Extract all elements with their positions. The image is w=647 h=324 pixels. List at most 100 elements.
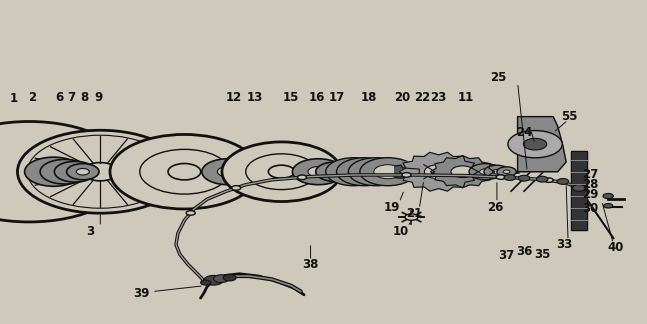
Circle shape [54,161,96,182]
Text: 25: 25 [490,71,507,84]
Text: 12: 12 [226,91,243,104]
Circle shape [76,168,89,175]
Circle shape [496,175,505,179]
Circle shape [402,173,411,177]
Text: 15: 15 [283,91,300,104]
Circle shape [246,154,317,190]
Circle shape [536,176,548,182]
Circle shape [17,130,183,213]
Circle shape [234,168,251,176]
Circle shape [469,164,501,180]
Circle shape [484,165,510,178]
Circle shape [497,167,516,177]
Circle shape [222,161,263,182]
Circle shape [55,167,74,177]
Text: 9: 9 [94,91,102,104]
Circle shape [518,175,530,181]
Text: 40: 40 [608,241,624,254]
Text: 8: 8 [80,91,88,104]
Circle shape [603,193,613,199]
Text: 1: 1 [10,92,18,105]
Text: 35: 35 [534,248,551,261]
Circle shape [298,175,307,179]
Text: 13: 13 [247,91,263,104]
Text: 23: 23 [430,91,447,104]
Text: 26: 26 [487,201,503,214]
Circle shape [544,178,553,182]
Text: 55: 55 [561,110,578,123]
Circle shape [451,166,474,178]
Circle shape [557,179,569,184]
Circle shape [110,134,259,209]
Circle shape [201,280,211,285]
Polygon shape [518,117,566,172]
Text: 2: 2 [28,91,36,104]
Text: 30: 30 [582,202,598,215]
Text: 6: 6 [56,91,63,104]
Circle shape [336,158,393,186]
Polygon shape [395,165,419,178]
Circle shape [351,165,378,179]
Circle shape [214,275,229,283]
Circle shape [374,165,402,179]
Text: 28: 28 [582,178,598,191]
Circle shape [140,149,229,194]
Circle shape [405,214,418,220]
Circle shape [186,211,195,215]
Circle shape [82,163,118,181]
Circle shape [27,135,173,208]
Circle shape [504,175,516,180]
Text: 39: 39 [133,287,149,300]
Circle shape [222,142,341,202]
Text: 10: 10 [393,225,410,238]
Circle shape [223,274,236,281]
Text: 36: 36 [516,245,532,258]
Text: 37: 37 [498,249,514,262]
Text: 27: 27 [582,168,598,181]
Circle shape [424,165,453,179]
Circle shape [316,162,355,181]
Circle shape [604,203,613,208]
Circle shape [360,158,416,186]
Circle shape [67,164,99,180]
Circle shape [42,166,65,178]
Circle shape [362,165,390,179]
Circle shape [573,185,586,191]
Text: 17: 17 [328,91,345,104]
Circle shape [325,158,382,186]
Text: 22: 22 [413,91,430,104]
Circle shape [523,138,547,150]
Text: 29: 29 [582,188,598,201]
Polygon shape [424,165,435,179]
Circle shape [232,186,241,190]
Polygon shape [571,151,587,230]
Circle shape [25,157,83,186]
Circle shape [292,159,344,185]
Text: 33: 33 [556,238,573,251]
Circle shape [340,165,367,179]
Text: 16: 16 [309,91,325,104]
Circle shape [269,165,294,178]
Circle shape [17,166,41,178]
Circle shape [479,169,491,175]
Text: 7: 7 [67,91,75,104]
Circle shape [503,170,510,173]
Text: 11: 11 [457,91,474,104]
Circle shape [168,164,201,180]
Polygon shape [430,156,495,188]
Text: 3: 3 [87,225,94,238]
Text: 24: 24 [516,126,532,139]
Text: 18: 18 [360,91,377,104]
Circle shape [204,275,223,285]
Circle shape [67,168,83,176]
Circle shape [348,158,404,186]
Polygon shape [399,152,478,191]
Circle shape [217,167,238,177]
Circle shape [202,159,254,185]
Text: 19: 19 [384,201,400,214]
Text: 20: 20 [394,91,411,104]
Circle shape [508,131,562,158]
Text: 38: 38 [302,258,319,271]
Circle shape [492,169,501,174]
Text: 21: 21 [406,207,422,220]
